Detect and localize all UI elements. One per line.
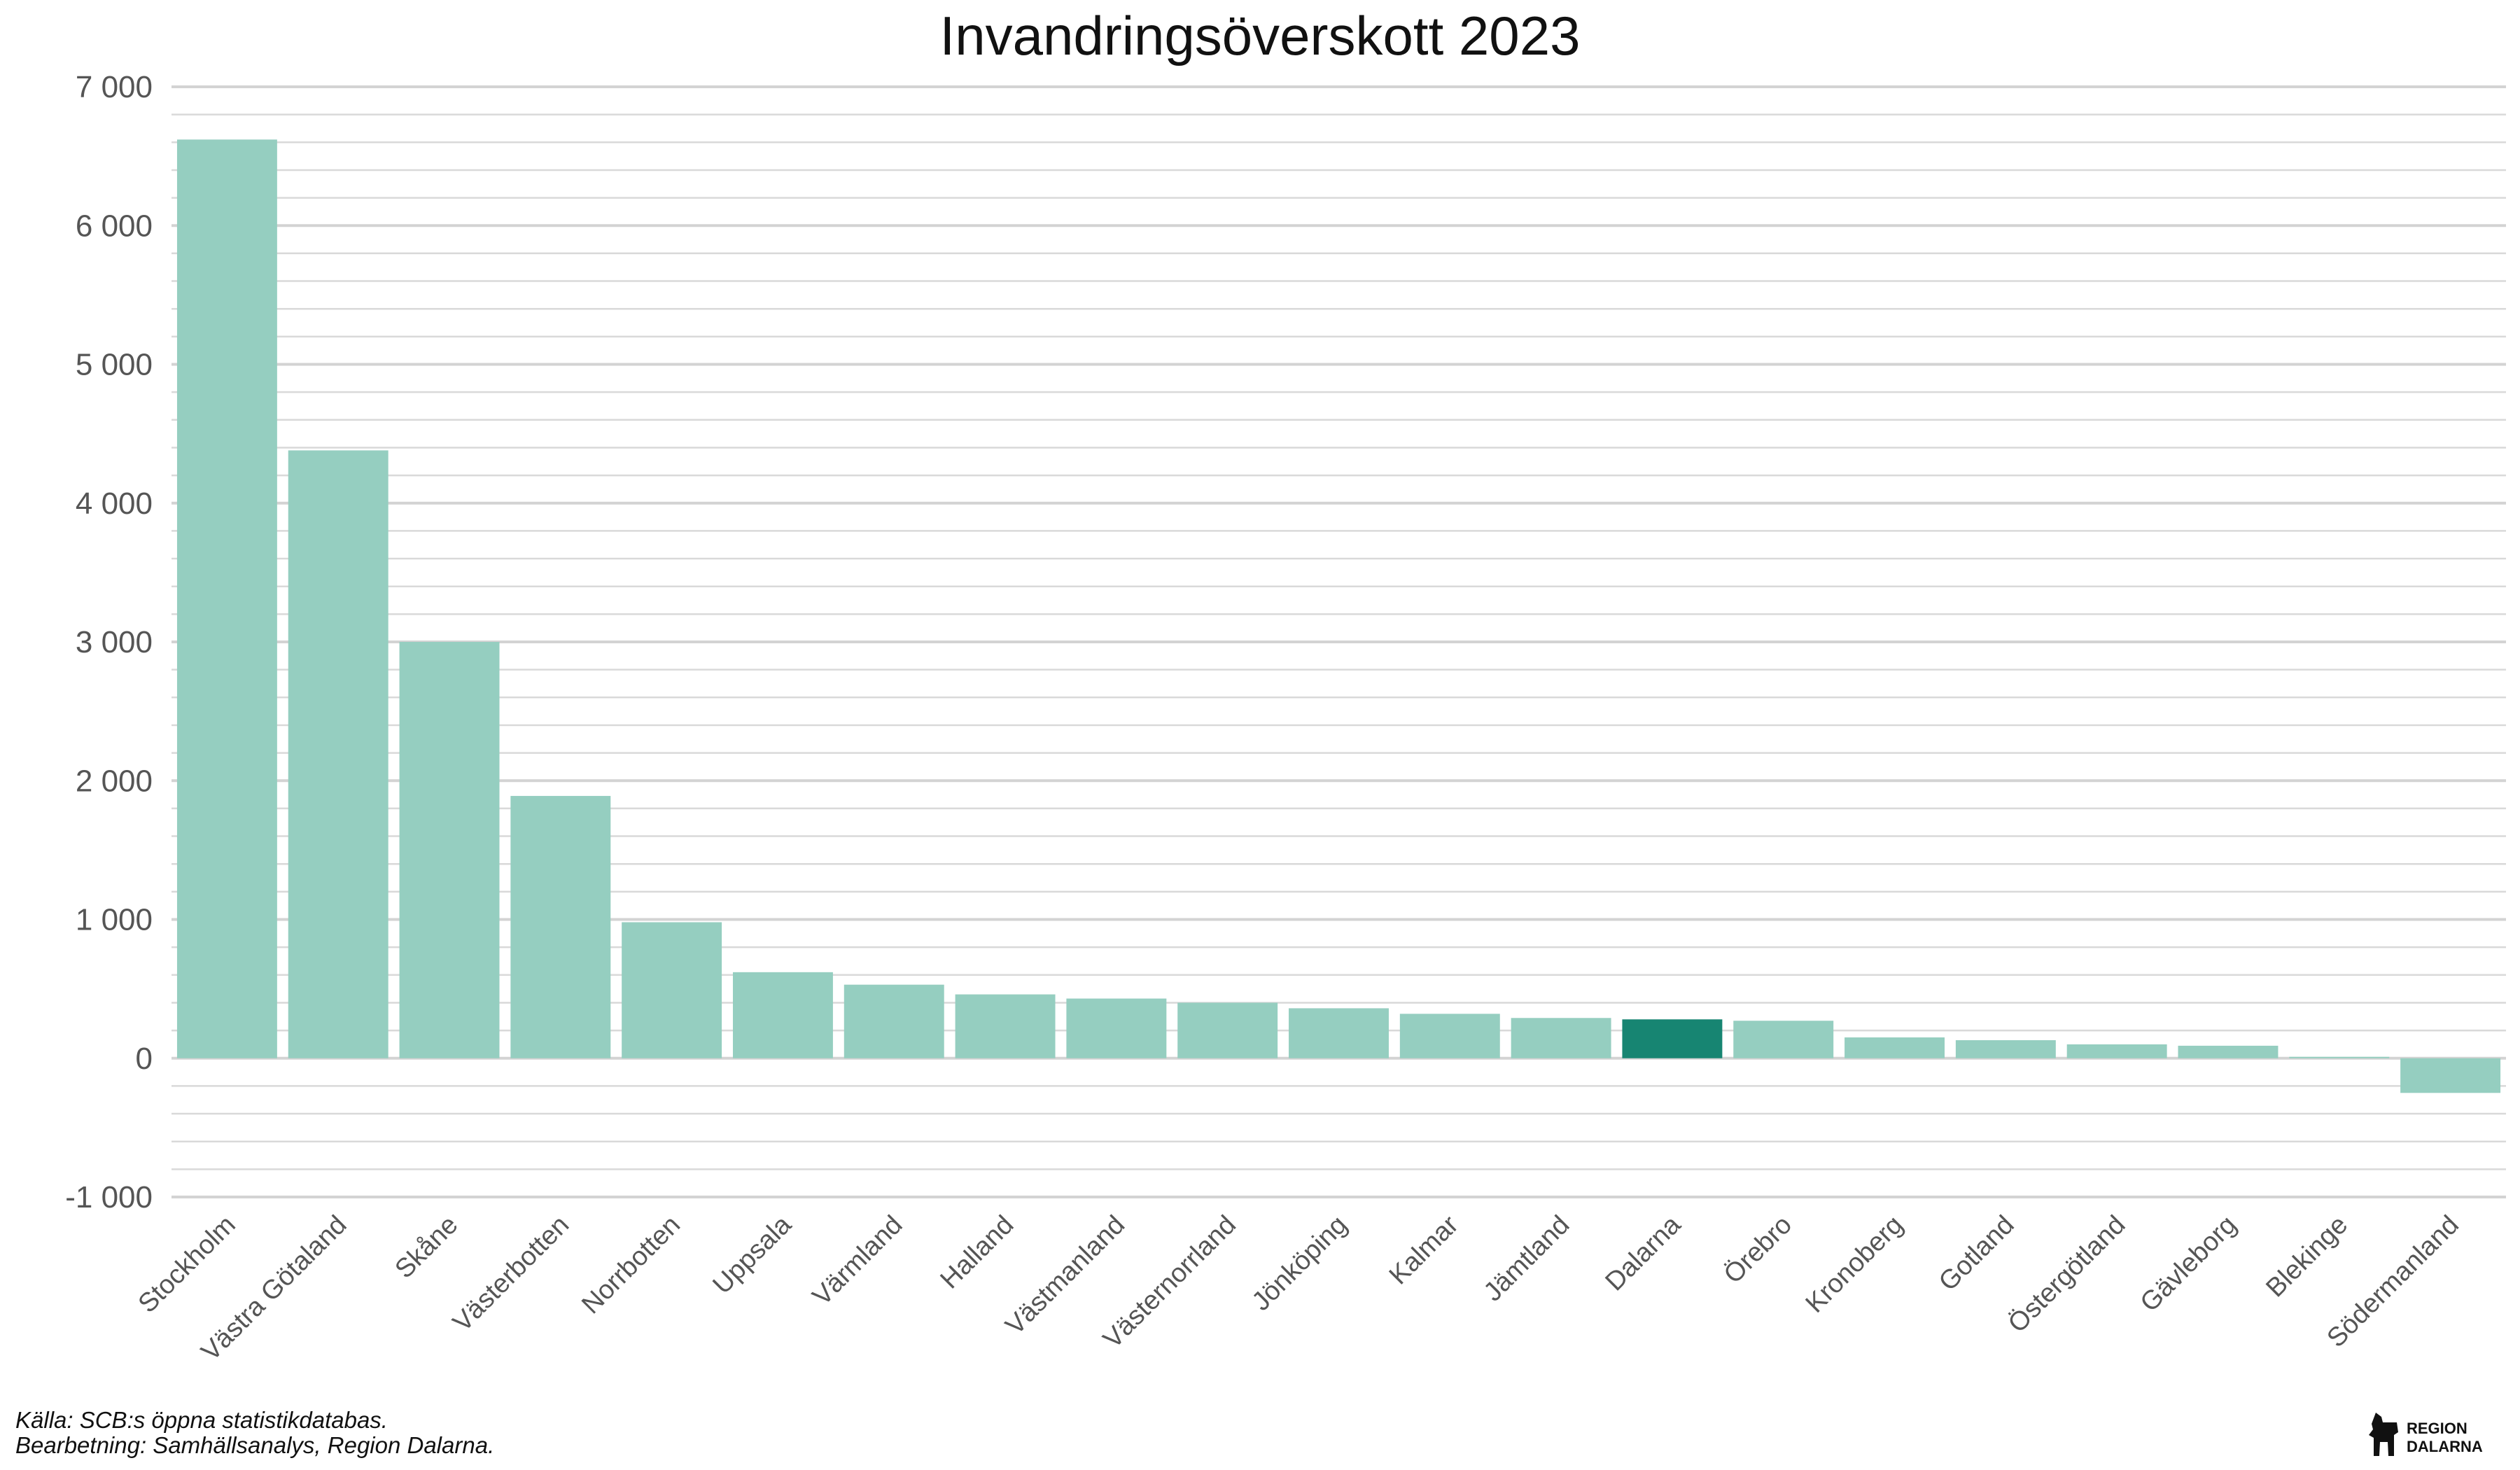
bar-16 [1955, 1040, 2056, 1058]
y-tick-label: 1 000 [76, 903, 153, 937]
x-tick-label: Gävleborg [2135, 1210, 2243, 1318]
logo-line-2: DALARNA [2407, 1438, 2483, 1455]
y-tick-label: 3 000 [76, 625, 153, 659]
bar-8 [1066, 998, 1167, 1058]
x-tick-label: Västerbotten [447, 1210, 575, 1338]
x-tick-label: Blekinge [2260, 1210, 2353, 1303]
bar-19 [2289, 1056, 2390, 1058]
bar-0 [176, 139, 277, 1058]
chart-title: Invandringsöverskott 2023 [939, 5, 1581, 66]
processing-caption: Bearbetning: Samhällsanalys, Region Dala… [15, 1432, 495, 1458]
y-tick-label: 2 000 [76, 764, 153, 798]
bars [176, 139, 2501, 1093]
x-tick-label: Uppsala [708, 1210, 798, 1300]
bar-20 [2400, 1058, 2501, 1093]
bar-5 [732, 972, 833, 1058]
y-tick-label: 7 000 [76, 70, 153, 104]
dala-horse-icon [2369, 1413, 2398, 1456]
bar-13 [1622, 1019, 1723, 1058]
logo-line-1: REGION [2407, 1420, 2468, 1437]
bar-2 [399, 642, 500, 1058]
bar-14 [1733, 1021, 1834, 1058]
x-tick-label: Jämtland [1478, 1210, 1576, 1308]
bar-4 [622, 922, 722, 1058]
x-tick-label: Örebro [1718, 1210, 1798, 1289]
bar-11 [1399, 1014, 1500, 1058]
x-tick-label: Halland [935, 1210, 1020, 1295]
x-tick-label: Östergötland [2003, 1210, 2132, 1339]
x-tick-label: Kronoberg [1800, 1210, 1909, 1319]
y-tick-label: 5 000 [76, 348, 153, 382]
x-tick-label: Skåne [389, 1210, 463, 1284]
y-axis-ticks: -1 000 0 1 000 2 000 3 000 4 000 5 000 6 000 7 0… [65, 70, 153, 1214]
bar-3 [510, 796, 611, 1058]
bar-18 [2178, 1045, 2278, 1058]
y-tick-label: 6 000 [76, 209, 153, 243]
x-tick-label: Gotland [1933, 1210, 2020, 1297]
x-tick-label: Kalmar [1384, 1210, 1464, 1290]
x-tick-label: Dalarna [1600, 1210, 1686, 1296]
x-tick-label: Norrbotten [576, 1210, 686, 1320]
bar-1 [288, 450, 388, 1058]
bar-17 [2066, 1044, 2167, 1058]
x-tick-label: Stockholm [133, 1210, 241, 1319]
source-caption: Källa: SCB:s öppna statistikdatabas. [15, 1407, 388, 1433]
bar-15 [1844, 1037, 1945, 1058]
bar-12 [1511, 1018, 1611, 1058]
y-tick-label: 0 [136, 1042, 153, 1076]
bar-9 [1177, 1002, 1278, 1058]
y-tick-label: 4 000 [76, 486, 153, 521]
bar-6 [844, 984, 944, 1058]
bar-7 [955, 994, 1056, 1058]
y-tick-label: -1 000 [65, 1180, 153, 1214]
region-dalarna-logo: REGION DALARNA [2366, 1407, 2506, 1463]
x-tick-label: Värmland [807, 1210, 909, 1312]
bar-10 [1289, 1008, 1389, 1058]
x-tick-label: Jönköping [1247, 1210, 1353, 1317]
